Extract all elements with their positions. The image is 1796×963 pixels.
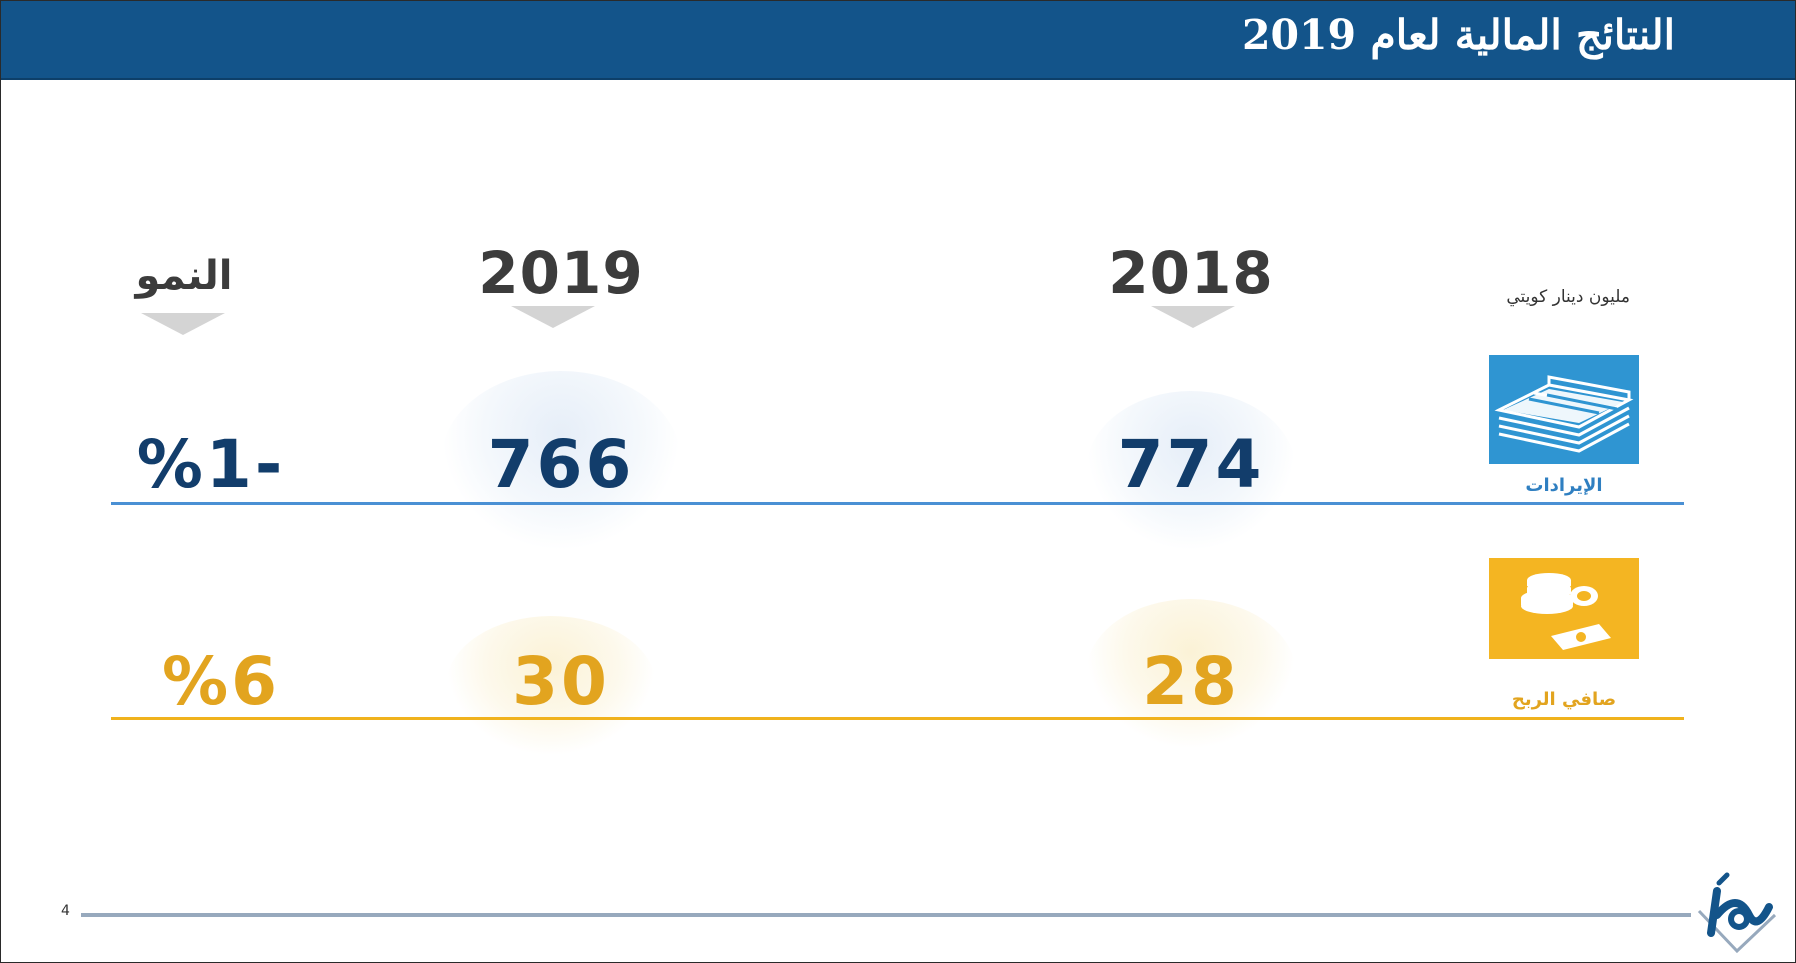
revenue-growth-value: %1- [136,426,286,503]
column-header-growth: النمو [135,253,233,299]
glow-decoration [1086,391,1296,551]
revenue-2019-value: 766 [487,426,635,503]
page-title: النتائج المالية لعام 2019 [1241,11,1675,59]
revenue-icon-box [1489,355,1639,464]
column-header-2018: 2018 [1108,239,1274,307]
arrow-down-icon [1151,306,1235,328]
page-number: 4 [61,903,70,919]
header-bar: النتائج المالية لعام 2019 [1,1,1795,80]
footer-line [81,913,1691,917]
glow-decoration [1086,599,1296,749]
profit-icon-box [1489,558,1639,659]
arrow-down-icon [141,313,225,335]
arrow-down-icon [511,306,595,328]
column-header-2019: 2019 [478,239,644,307]
company-logo [1697,872,1777,953]
profit-growth-value: %6 [161,643,281,720]
glow-decoration [446,616,656,756]
coins-and-cash-icon [1521,573,1611,650]
revenue-label: الإيرادات [1525,475,1603,496]
money-stack-icon [1494,375,1634,453]
net-profit-divider [111,717,1684,720]
profit-2019-value: 30 [512,643,610,720]
revenue-2018-value: 774 [1117,426,1265,503]
profit-2018-value: 28 [1142,643,1240,720]
unit-label: مليون دينار كويتي [1506,287,1630,307]
glow-decoration [441,371,681,551]
net-profit-label: صافي الربح [1511,689,1617,710]
revenue-divider [111,502,1684,505]
